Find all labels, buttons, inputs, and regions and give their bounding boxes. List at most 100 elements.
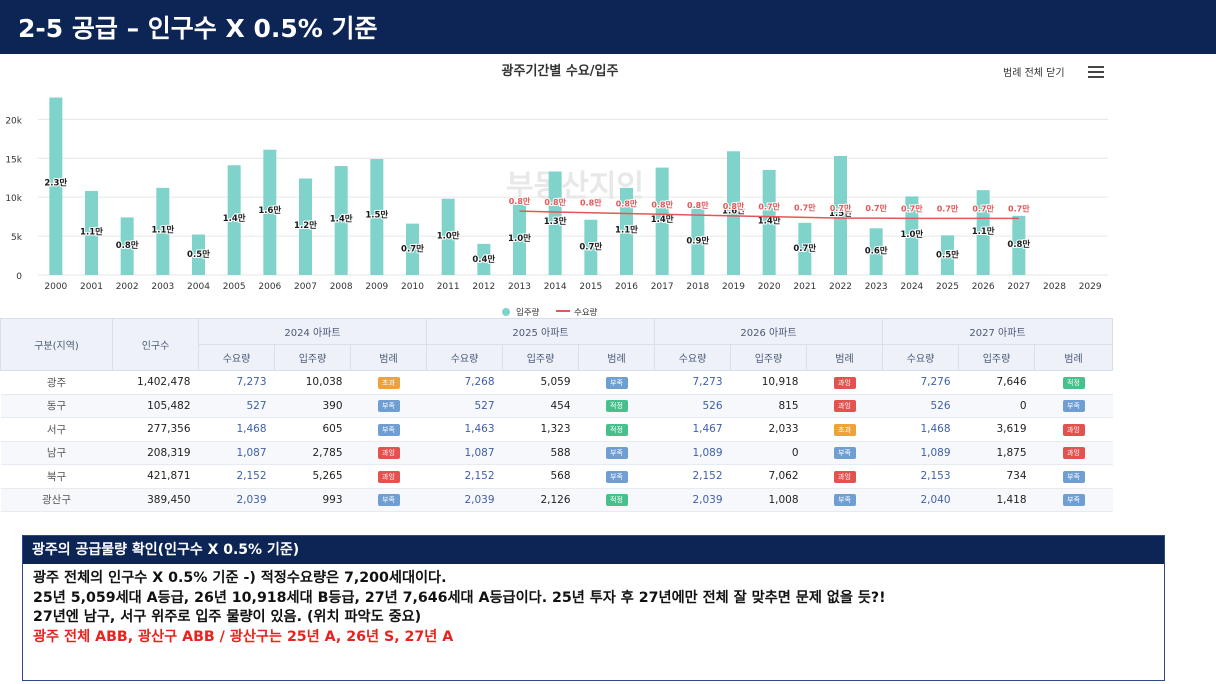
header-supply: 입주량 (958, 344, 1035, 371)
demand-cell: 7,273 (654, 370, 731, 395)
supply-bar (370, 159, 384, 275)
status-badge: 부족 (605, 376, 628, 389)
x-tick-label: 2013 (508, 282, 531, 292)
hamburger-menu-icon[interactable] (1088, 66, 1104, 78)
legend-toggle-button[interactable]: 범례 전체 닫기 (1003, 68, 1065, 79)
supply-cell: 2,785 (274, 441, 351, 465)
status-cell: 부족 (1034, 488, 1113, 512)
supply-bar (85, 190, 98, 275)
summary-body: 광주 전체의 인구수 X 0.5% 기준 -) 적정수요량은 7,200세대이다… (23, 564, 1164, 647)
supply-bar-label: 0.9만 (686, 236, 709, 247)
supply-cell: 1,323 (502, 417, 579, 442)
legend-supply-marker (502, 308, 510, 316)
status-badge: 부족 (377, 494, 400, 507)
supply-bar-label: 0.8만 (116, 240, 139, 251)
x-tick-label: 2023 (865, 282, 888, 292)
status-cell: 부족 (1034, 464, 1113, 489)
status-cell: 과잉 (806, 464, 883, 489)
demand-cell: 1,087 (198, 441, 275, 465)
supply-bar-label: 1.1만 (972, 226, 995, 237)
demand-point-label: 0.7만 (901, 203, 923, 213)
demand-cell: 1,087 (426, 441, 503, 465)
status-badge: 과잉 (377, 470, 400, 483)
demand-cell: 2,153 (882, 464, 959, 489)
x-tick-label: 2021 (793, 282, 816, 292)
status-cell: 과잉 (806, 394, 883, 418)
supply-cell: 1,875 (958, 441, 1035, 465)
header-region: 구분(지역) (0, 318, 113, 371)
region-cell: 동구 (0, 394, 113, 418)
status-badge: 부족 (1062, 400, 1085, 413)
header-legend: 범례 (578, 344, 655, 371)
supply-cell: 2,033 (730, 417, 807, 442)
demand-cell: 2,152 (198, 464, 275, 489)
status-badge: 부족 (833, 494, 856, 507)
status-badge: 부족 (377, 423, 400, 436)
population-cell: 208,319 (112, 441, 199, 465)
header-legend: 범례 (350, 344, 427, 371)
supply-bar-label: 1.4만 (330, 213, 353, 224)
x-tick-label: 2006 (258, 282, 281, 292)
header-year: 2024 아파트 (198, 318, 427, 345)
legend-supply-label: 입주량 (516, 307, 540, 318)
supply-bar-label: 2.3만 (44, 178, 67, 189)
supply-cell: 390 (274, 394, 351, 418)
status-badge: 적정 (1062, 376, 1085, 389)
x-tick-label: 2027 (1007, 282, 1030, 292)
status-cell: 과잉 (1034, 417, 1113, 442)
x-tick-label: 2022 (829, 282, 852, 292)
demand-cell: 2,040 (882, 488, 959, 512)
demand-point-label: 0.7만 (865, 203, 887, 213)
status-cell: 적정 (578, 417, 655, 442)
status-cell: 적정 (578, 488, 655, 512)
demand-cell: 2,039 (654, 488, 731, 512)
x-tick-label: 2002 (116, 282, 139, 292)
status-badge: 부족 (833, 447, 856, 460)
supply-bar-label: 1.1만 (615, 225, 638, 236)
supply-bar-label: 0.5만 (187, 249, 210, 260)
status-cell: 부족 (578, 370, 655, 395)
header-year: 2027 아파트 (882, 318, 1113, 345)
y-tick-label: 10k (5, 194, 22, 204)
supply-bar (905, 196, 919, 275)
supply-cell: 588 (502, 441, 579, 465)
header-supply: 입주량 (274, 344, 351, 371)
x-tick-label: 2008 (330, 282, 353, 292)
region-cell: 광산구 (0, 488, 113, 512)
supply-cell: 2,126 (502, 488, 579, 512)
demand-cell: 1,467 (654, 417, 731, 442)
status-cell: 부족 (350, 488, 427, 512)
supply-bar-label: 0.8만 (1007, 239, 1030, 250)
status-badge: 부족 (377, 400, 400, 413)
status-cell: 부족 (350, 417, 427, 442)
supply-bar (156, 187, 170, 275)
x-tick-label: 2000 (44, 282, 67, 292)
status-badge: 과잉 (833, 400, 856, 413)
demand-cell: 7,276 (882, 370, 959, 395)
status-cell: 초과 (350, 370, 427, 395)
x-tick-label: 2009 (365, 282, 388, 292)
status-badge: 부족 (605, 447, 628, 460)
demand-cell: 1,468 (882, 417, 959, 442)
header-legend: 범례 (806, 344, 883, 371)
x-tick-label: 2001 (80, 282, 103, 292)
header-supply: 입주량 (502, 344, 579, 371)
x-tick-label: 2025 (936, 282, 959, 292)
supply-bar (477, 243, 491, 275)
demand-cell: 1,089 (654, 441, 731, 465)
x-tick-label: 2028 (1043, 282, 1066, 292)
status-badge: 과잉 (833, 470, 856, 483)
slide-title: 2-5 공급 – 인구수 X 0.5% 기준 (18, 14, 378, 43)
status-cell: 초과 (806, 417, 883, 442)
supply-cell: 0 (958, 394, 1035, 418)
x-tick-label: 2026 (972, 282, 995, 292)
y-tick-label: 0 (16, 272, 22, 282)
supply-cell: 7,062 (730, 464, 807, 489)
supply-bar-label: 0.7만 (579, 241, 602, 252)
supply-bar-label: 1.5만 (365, 210, 388, 221)
supply-bar (869, 228, 883, 275)
supply-bar (263, 149, 277, 275)
status-cell: 부족 (578, 441, 655, 465)
supply-bar (441, 198, 455, 275)
x-tick-label: 2029 (1079, 282, 1102, 292)
